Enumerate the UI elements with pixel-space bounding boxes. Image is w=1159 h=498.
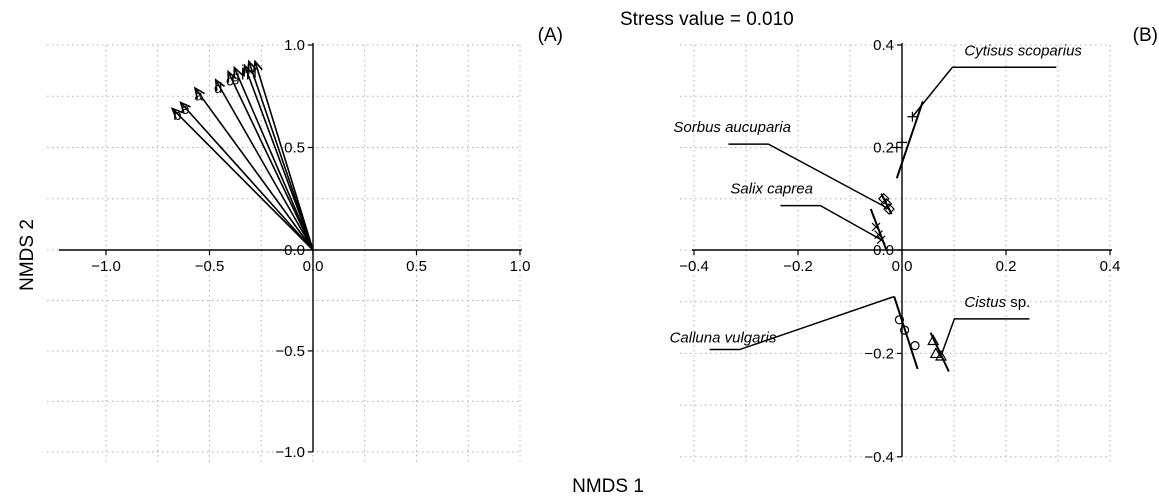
species-point-plus [891,142,902,153]
species-point-circle [894,315,905,325]
species-label: Salix caprea [730,181,813,198]
species-fit-line [880,193,893,215]
species-point-triangle [929,347,942,359]
panel-a-vectors: b ea d cg hi+j [170,59,314,251]
b-x-tick-label: 0.2 [996,258,1017,275]
panel-b-axes: −0.4 −0.2 0.0 0.2 0.4 −0.4 −0.2 0.0 0.2 0.4 [679,37,1120,466]
species-point-diamond [880,198,893,210]
vector-arrow-shaft [254,61,314,251]
species-leader-line [911,66,1057,118]
b-y-tick-label: −0.4 [864,449,894,466]
a-y-tick-label: −0.5 [275,343,305,360]
vector-arrow-head [170,107,183,120]
stress-value-text: Stress value = 0.010 [620,9,794,30]
vector-arrow-head [214,78,226,91]
b-x-tick-label: −0.4 [679,258,709,275]
vector-arrow-head [179,100,191,114]
species-leader-line [780,204,882,241]
species-leader-line [940,318,1030,357]
a-y-tick-label: 0.5 [284,140,305,157]
species-point-cross [871,222,881,232]
species-fit-line [895,101,924,179]
vector-arrow-head [233,65,243,79]
a-y-tick-label: 0.0 [284,242,305,259]
a-x-tick-label: 0.5 [406,258,427,275]
species-leader-line [709,295,895,351]
panel-b-species: Cytisus scoparius Sorbus aucuparia Salix c… [670,42,1082,372]
vector-arrow-shaft [248,61,314,251]
species-point-triangle [927,334,940,346]
vector-arrow-shaft [215,79,314,251]
panel-a-axes: −1.0 −0.5 0.0 0.5 1.0 −1.0 −0.5 0.0 0.5 1.0 [59,37,530,461]
species-name-suffix: sp. [1006,294,1030,311]
species-label: Cistus sp. [964,294,1030,311]
species-name: Sorbus aucuparia [673,119,791,136]
species-leader-line [728,143,890,210]
species-point-plus [897,137,907,148]
vector-arrow-head [243,63,253,77]
b-x-tick-label: 0.0 [892,258,913,275]
b-y-tick-label: −0.2 [864,345,894,362]
vector-label: a [194,88,203,105]
species-name: Cistus [964,294,1006,311]
a-x-tick-label: 1.0 [510,258,531,275]
b-x-tick-label: 0.4 [1100,258,1121,275]
species-point-circle [910,341,920,351]
vector-label: b [173,107,181,124]
vector-label: e [181,101,189,118]
vector-arrow-shaft [194,87,314,251]
species-name: Salix caprea [730,181,813,198]
species-label: Sorbus aucuparia [673,119,791,136]
b-x-tick-label: −0.2 [783,258,813,275]
b-y-tick-label: 0.4 [873,37,894,54]
vector-label: d [214,80,222,97]
species-label: Cytisus scoparius [964,42,1082,59]
vector-label: c [226,72,234,89]
panel-b-plot: −0.4 −0.2 0.0 0.2 0.4 −0.4 −0.2 0.0 0.2 0.4 Cytis… [670,25,1158,466]
species-point-triangle [934,349,948,361]
vector-arrow-shaft [179,101,314,251]
a-y-tick-label: 1.0 [284,37,305,54]
panel-b-label: (B) [1133,25,1158,46]
species-point-circle [899,325,910,335]
b-y-tick-label: 0.0 [873,242,894,259]
panel-b-gridlines [680,44,1111,462]
x-axis-title: NMDS 1 [572,476,644,497]
a-x-tick-label: −1.0 [91,258,121,275]
species-name: Cytisus scoparius [964,42,1082,59]
b-y-tick-label: 0.2 [873,140,894,157]
a-x-tick-label: −0.5 [195,258,225,275]
species-name: Calluna vulgaris [670,330,777,347]
y-axis-title: NMDS 2 [17,219,38,291]
vector-arrow-shaft [243,65,314,251]
vector-label: g [231,68,239,85]
panel-a-label: (A) [538,25,563,46]
vector-arrow-head [193,86,205,99]
vector-arrow-shaft [233,67,314,251]
vector-arrow-shaft [171,107,314,251]
vector-label: i+j [241,63,256,80]
vector-label: h [241,67,249,84]
vector-arrow-head [252,59,263,73]
species-fit-line [893,296,919,370]
species-label: Calluna vulgaris [670,330,777,347]
vector-arrow-shaft [227,71,314,251]
species-point-diamond [877,192,890,205]
a-y-tick-label: −1.0 [275,444,305,461]
a-x-tick-label: 0.0 [303,258,324,275]
panel-a-plot: −1.0 −0.5 0.0 0.5 1.0 −1.0 −0.5 0.0 0.5 1.0 b ea d c… [47,25,563,462]
